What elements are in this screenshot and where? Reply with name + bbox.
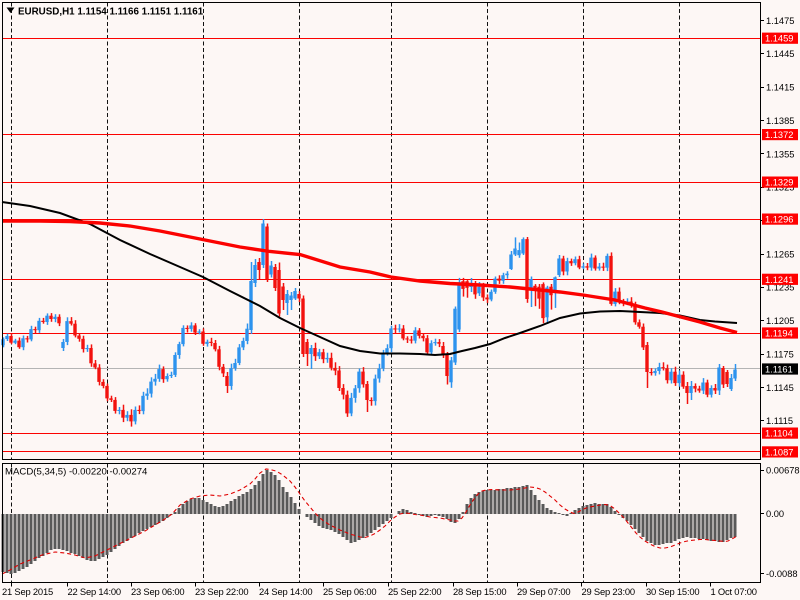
svg-text:1.1194: 1.1194 (765, 329, 793, 339)
svg-text:1.1372: 1.1372 (765, 130, 793, 140)
svg-text:MACD(5,34,5) -0.00220 -0.00274: MACD(5,34,5) -0.00220 -0.00274 (5, 467, 148, 478)
svg-text:1.1475: 1.1475 (766, 16, 794, 26)
svg-text:0.00678: 0.00678 (766, 465, 800, 475)
svg-text:25 Sep 06:00: 25 Sep 06:00 (323, 586, 376, 597)
svg-text:30 Sep 15:00: 30 Sep 15:00 (646, 586, 699, 597)
svg-text:EURUSD,H1 1.1154 1.1166 1.1151: EURUSD,H1 1.1154 1.1166 1.1151 1.1161 (18, 7, 204, 18)
svg-text:1.1235: 1.1235 (766, 283, 794, 293)
svg-text:1.1175: 1.1175 (766, 349, 794, 359)
svg-text:23 Sep 22:00: 23 Sep 22:00 (195, 586, 248, 597)
svg-text:29 Sep 07:00: 29 Sep 07:00 (517, 586, 570, 597)
svg-text:21 Sep 2015: 21 Sep 2015 (2, 586, 53, 597)
svg-text:25 Sep 22:00: 25 Sep 22:00 (388, 586, 441, 597)
svg-text:1.1104: 1.1104 (765, 429, 793, 439)
svg-text:1.1385: 1.1385 (766, 116, 794, 126)
svg-text:1.1087: 1.1087 (765, 447, 793, 457)
svg-text:1.1445: 1.1445 (766, 49, 794, 59)
svg-text:1.1459: 1.1459 (765, 34, 793, 44)
svg-text:1.1265: 1.1265 (766, 249, 794, 259)
svg-text:28 Sep 15:00: 28 Sep 15:00 (453, 586, 506, 597)
svg-text:1.1145: 1.1145 (766, 383, 794, 393)
svg-text:-0.0088: -0.0088 (766, 569, 798, 579)
svg-text:1.1415: 1.1415 (766, 83, 794, 93)
svg-text:0.00: 0.00 (766, 509, 784, 519)
svg-text:1.1296: 1.1296 (765, 215, 793, 225)
svg-text:24 Sep 14:00: 24 Sep 14:00 (259, 586, 312, 597)
svg-text:1 Oct 07:00: 1 Oct 07:00 (711, 586, 757, 597)
svg-text:1.1115: 1.1115 (766, 416, 793, 426)
svg-text:23 Sep 06:00: 23 Sep 06:00 (131, 586, 184, 597)
svg-text:22 Sep 14:00: 22 Sep 14:00 (68, 586, 121, 597)
svg-text:1.1241: 1.1241 (765, 275, 793, 285)
svg-text:1.1355: 1.1355 (766, 149, 794, 159)
svg-text:1.1205: 1.1205 (766, 316, 794, 326)
svg-text:1.1161: 1.1161 (765, 365, 793, 375)
svg-text:29 Sep 23:00: 29 Sep 23:00 (582, 586, 635, 597)
svg-text:1.1329: 1.1329 (765, 178, 793, 188)
